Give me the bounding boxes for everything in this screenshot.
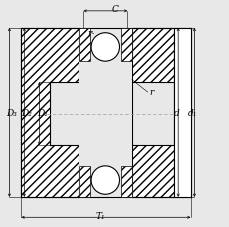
Text: T₁: T₁ [95, 212, 105, 221]
Bar [173, 28, 190, 197]
Text: d₁: d₁ [187, 109, 197, 118]
Text: D₁: D₁ [37, 109, 48, 118]
Circle shape [91, 33, 119, 61]
Bar [79, 166, 90, 197]
Bar [120, 166, 131, 197]
Text: r: r [87, 29, 91, 38]
Bar [120, 28, 131, 61]
Circle shape [91, 166, 119, 194]
Text: r: r [148, 88, 153, 96]
Bar [49, 82, 79, 145]
Text: C: C [111, 5, 118, 14]
Text: D₃: D₃ [6, 109, 17, 118]
Bar [131, 82, 173, 145]
Text: D₂: D₂ [21, 109, 32, 118]
Bar [79, 28, 131, 197]
Bar [131, 28, 173, 197]
Bar [79, 28, 90, 61]
Text: d: d [173, 109, 179, 118]
Bar [21, 28, 79, 197]
